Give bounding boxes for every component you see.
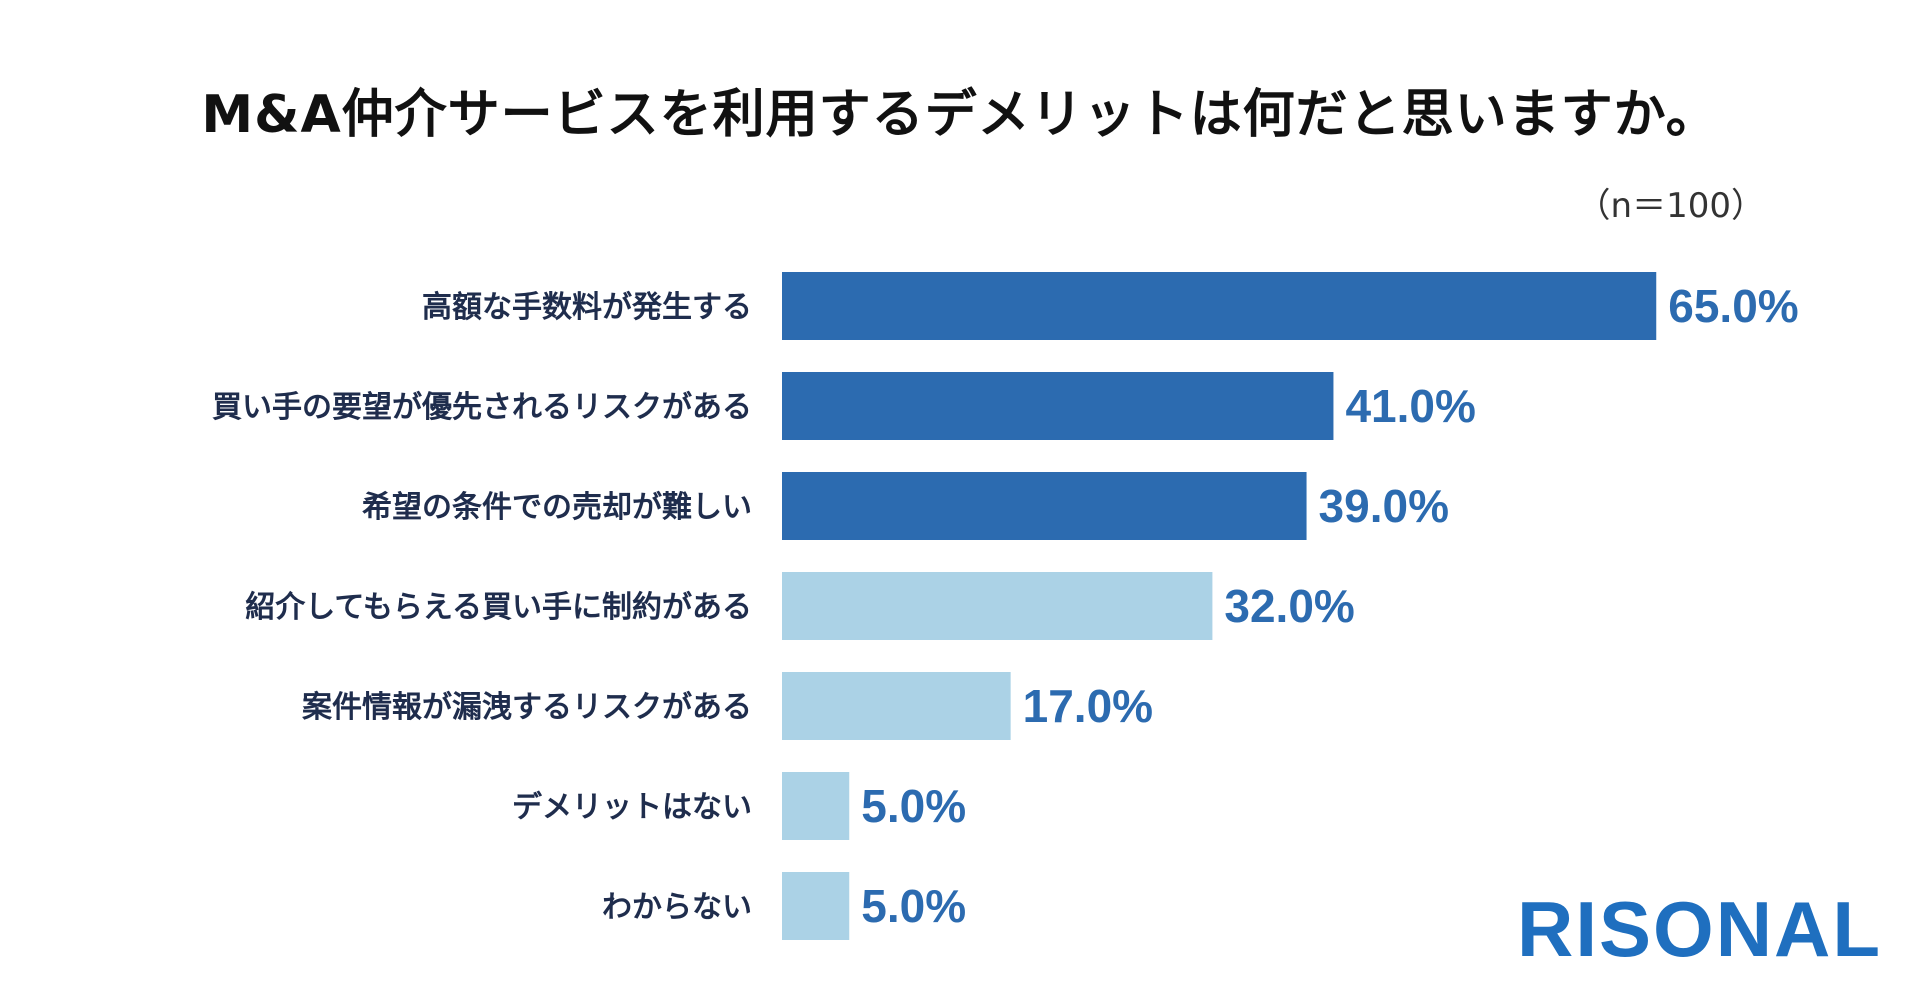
risonal-logo: RISONAL: [1517, 885, 1882, 973]
bar-2: [782, 372, 1334, 440]
value-label-6: 5.0%: [861, 780, 966, 832]
category-label-6: デメリットはない: [512, 790, 752, 825]
bar-5: [782, 672, 1011, 740]
bar-1: [782, 272, 1657, 340]
value-label-3: 39.0%: [1319, 480, 1449, 532]
bar-6: [782, 772, 850, 840]
bar-3: [782, 472, 1307, 540]
sample-size: （n＝100）: [1576, 186, 1765, 226]
category-label-1: 高額な手数料が発生する: [422, 290, 752, 325]
value-label-5: 17.0%: [1023, 680, 1153, 732]
category-label-5: 案件情報が漏洩するリスクがある: [302, 690, 752, 725]
chart-title: M&A仲介サービスを利用するデメリットは何だと思いますか。: [201, 85, 1719, 145]
bar-7: [782, 872, 850, 940]
value-label-2: 41.0%: [1345, 380, 1475, 432]
bar-4: [782, 572, 1213, 640]
category-label-7: わからない: [602, 890, 752, 925]
category-label-4: 紹介してもらえる買い手に制約がある: [245, 590, 752, 625]
category-label-2: 買い手の要望が優先されるリスクがある: [212, 390, 752, 425]
category-label-3: 希望の条件での売却が難しい: [362, 490, 752, 525]
value-label-4: 32.0%: [1224, 580, 1354, 632]
value-label-1: 65.0%: [1668, 280, 1798, 332]
value-label-7: 5.0%: [861, 880, 966, 932]
